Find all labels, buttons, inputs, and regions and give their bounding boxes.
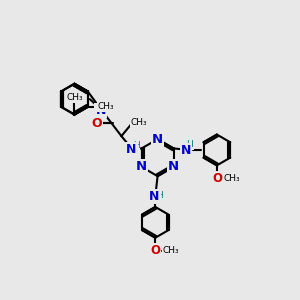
Text: H: H [133, 141, 140, 150]
Text: N: N [181, 144, 191, 157]
Text: H: H [187, 140, 193, 149]
Text: N: N [136, 160, 147, 173]
Text: N: N [152, 133, 163, 146]
Text: CH₃: CH₃ [131, 118, 147, 127]
Text: N: N [149, 190, 160, 203]
Text: CH₃: CH₃ [66, 93, 83, 102]
Text: O: O [92, 116, 102, 130]
Text: CH₃: CH₃ [98, 102, 115, 111]
Text: H: H [103, 102, 110, 111]
Text: CH₃: CH₃ [162, 246, 179, 255]
Text: N: N [95, 104, 106, 117]
Text: CH₃: CH₃ [224, 174, 241, 183]
Text: N: N [126, 143, 136, 157]
Text: O: O [212, 172, 222, 185]
Text: H: H [157, 191, 163, 200]
Text: N: N [168, 160, 179, 173]
Text: O: O [150, 244, 160, 257]
